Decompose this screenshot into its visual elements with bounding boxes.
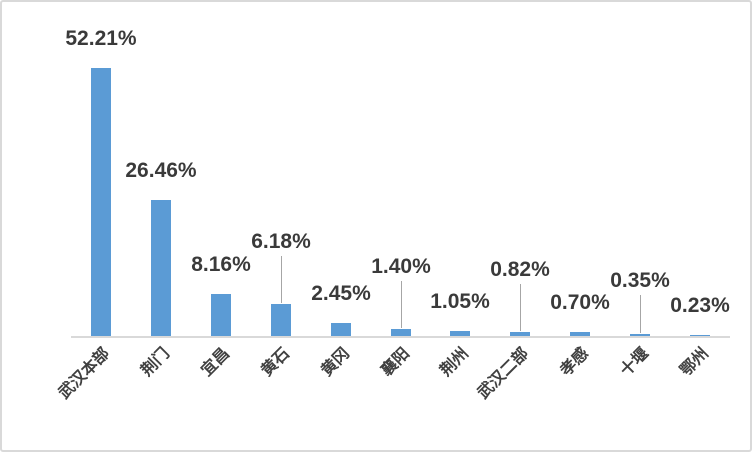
leader-line [520,284,521,331]
data-label: 0.23% [670,294,730,317]
bar-黄石 [271,304,291,336]
leader-line [281,256,282,303]
bar-荆门 [151,200,171,336]
bar-襄阳 [391,329,411,336]
x-axis-line [71,336,730,338]
x-tick-label: 黄冈 [318,345,354,380]
x-tick-label: 荆州 [437,345,473,380]
data-label: 52.21% [65,27,137,50]
x-tick-label: 十堰 [617,345,653,380]
bar-宜昌 [211,294,231,336]
data-label: 0.70% [550,291,610,314]
bar-孝感 [570,332,590,336]
leader-line [640,295,641,333]
x-tick-label: 孝感 [557,345,593,380]
x-tick-label: 鄂州 [677,345,713,380]
data-label: 0.35% [610,269,670,292]
bar-武汉二部 [510,332,530,336]
leader-line [401,281,402,328]
data-label: 1.05% [430,290,490,313]
bar-鄂州 [690,335,710,336]
bar-黄冈 [331,323,351,336]
x-tick-label: 武汉二部 [474,345,533,403]
data-label: 26.46% [125,159,197,182]
x-tick-label: 宜昌 [198,345,234,380]
x-tick-label: 襄阳 [378,345,414,380]
bar-荆州 [450,331,470,336]
data-label: 0.82% [490,258,550,281]
data-label: 2.45% [311,282,371,305]
x-tick-label: 荆门 [138,345,174,380]
data-label: 8.16% [191,253,251,276]
bar-武汉本部 [91,68,111,336]
x-tick-label: 武汉本部 [55,345,114,403]
data-label: 1.40% [371,255,431,278]
x-tick-label: 黄石 [258,345,294,380]
data-label: 6.18% [251,230,311,253]
bar-十堰 [630,334,650,336]
